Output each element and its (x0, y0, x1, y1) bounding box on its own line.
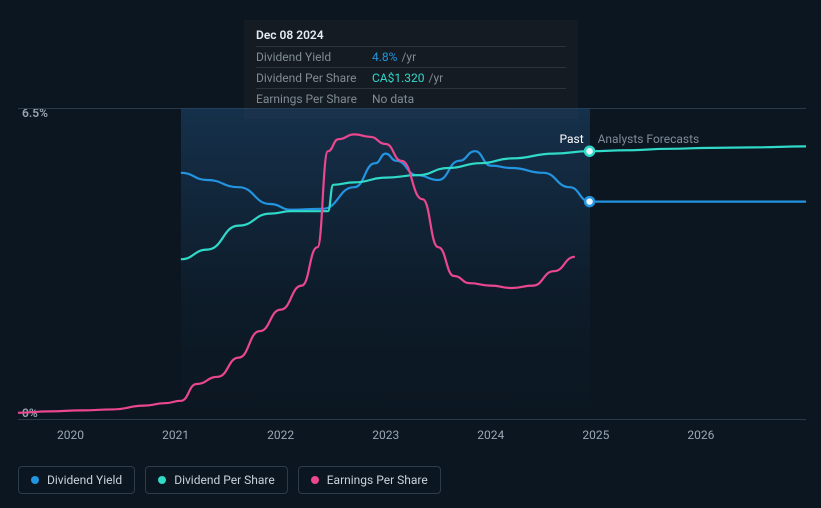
legend-dot-icon (31, 476, 39, 484)
tooltip-key: Dividend Yield (256, 50, 372, 64)
chart-plot-area (18, 108, 806, 420)
forecast-label: Analysts Forecasts (598, 132, 700, 146)
tooltip-value: CA$1.320/yr (372, 71, 443, 85)
past-label: Past (559, 132, 583, 146)
series-line (181, 146, 806, 259)
legend-item[interactable]: Dividend Per Share (145, 466, 288, 494)
tooltip-key: Earnings Per Share (256, 92, 372, 106)
x-axis-tick: 2026 (687, 428, 714, 442)
legend-item[interactable]: Earnings Per Share (298, 466, 441, 494)
tooltip-value: 4.8%/yr (372, 50, 416, 64)
x-axis-tick: 2024 (477, 428, 504, 442)
series-line (181, 151, 806, 210)
legend-dot-icon (311, 476, 319, 484)
tooltip-date: Dec 08 2024 (256, 28, 566, 46)
x-axis-tick: 2023 (372, 428, 399, 442)
series-marker (585, 147, 594, 156)
chart-tooltip: Dec 08 2024 Dividend Yield4.8%/yrDividen… (244, 20, 578, 119)
x-axis-tick: 2025 (582, 428, 609, 442)
legend-label: Earnings Per Share (327, 473, 428, 487)
chart-legend: Dividend Yield Dividend Per Share Earnings… (18, 466, 441, 494)
x-axis-tick: 2020 (57, 428, 84, 442)
tooltip-row: Dividend Yield4.8%/yr (256, 46, 566, 67)
tooltip-row: Earnings Per ShareNo data (256, 88, 566, 109)
legend-item[interactable]: Dividend Yield (18, 466, 135, 494)
x-axis-tick: 2021 (162, 428, 189, 442)
legend-label: Dividend Yield (47, 473, 122, 487)
series-line (18, 134, 575, 412)
tooltip-row: Dividend Per ShareCA$1.320/yr (256, 67, 566, 88)
legend-label: Dividend Per Share (174, 473, 275, 487)
legend-dot-icon (158, 476, 166, 484)
tooltip-key: Dividend Per Share (256, 71, 372, 85)
tooltip-value: No data (372, 92, 414, 106)
x-axis-tick: 2022 (267, 428, 294, 442)
series-marker (585, 197, 594, 206)
chart-svg (18, 108, 806, 420)
